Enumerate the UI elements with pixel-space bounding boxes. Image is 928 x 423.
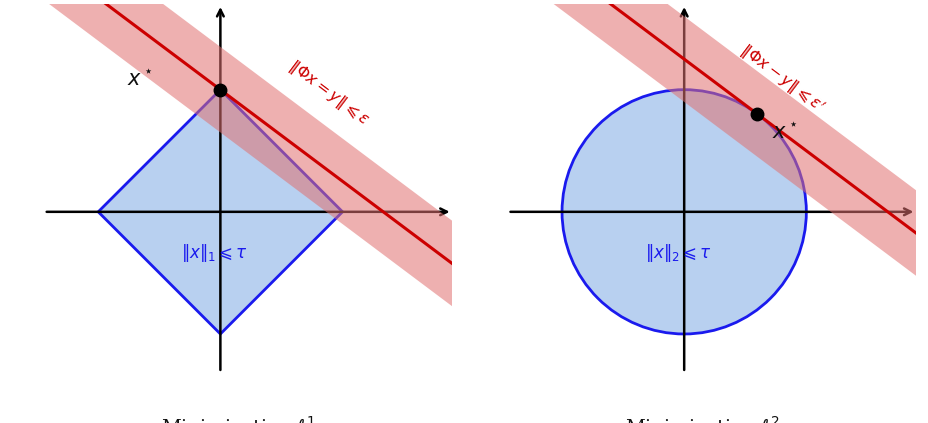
Text: $\|x\|_1 \leqslant \tau$: $\|x\|_1 \leqslant \tau$ [181, 242, 248, 264]
Text: $\|\Phi x - y\| \leqslant \varepsilon'$: $\|\Phi x - y\| \leqslant \varepsilon'$ [735, 40, 828, 118]
Polygon shape [98, 90, 342, 334]
Polygon shape [309, 0, 928, 352]
Text: $x^\star$: $x^\star$ [127, 70, 153, 90]
Polygon shape [0, 0, 595, 383]
Text: $x^\star$: $x^\star$ [771, 122, 797, 143]
Text: Minimisation $\ell^1$: Minimisation $\ell^1$ [161, 416, 316, 423]
Text: $\|x\|_2 \leqslant \tau$: $\|x\|_2 \leqslant \tau$ [644, 242, 711, 264]
Text: Minimisation $\ell^2$: Minimisation $\ell^2$ [625, 416, 779, 423]
Circle shape [561, 90, 806, 334]
Text: $\|\Phi x = y\| \leqslant \varepsilon$: $\|\Phi x = y\| \leqslant \varepsilon$ [284, 55, 373, 130]
